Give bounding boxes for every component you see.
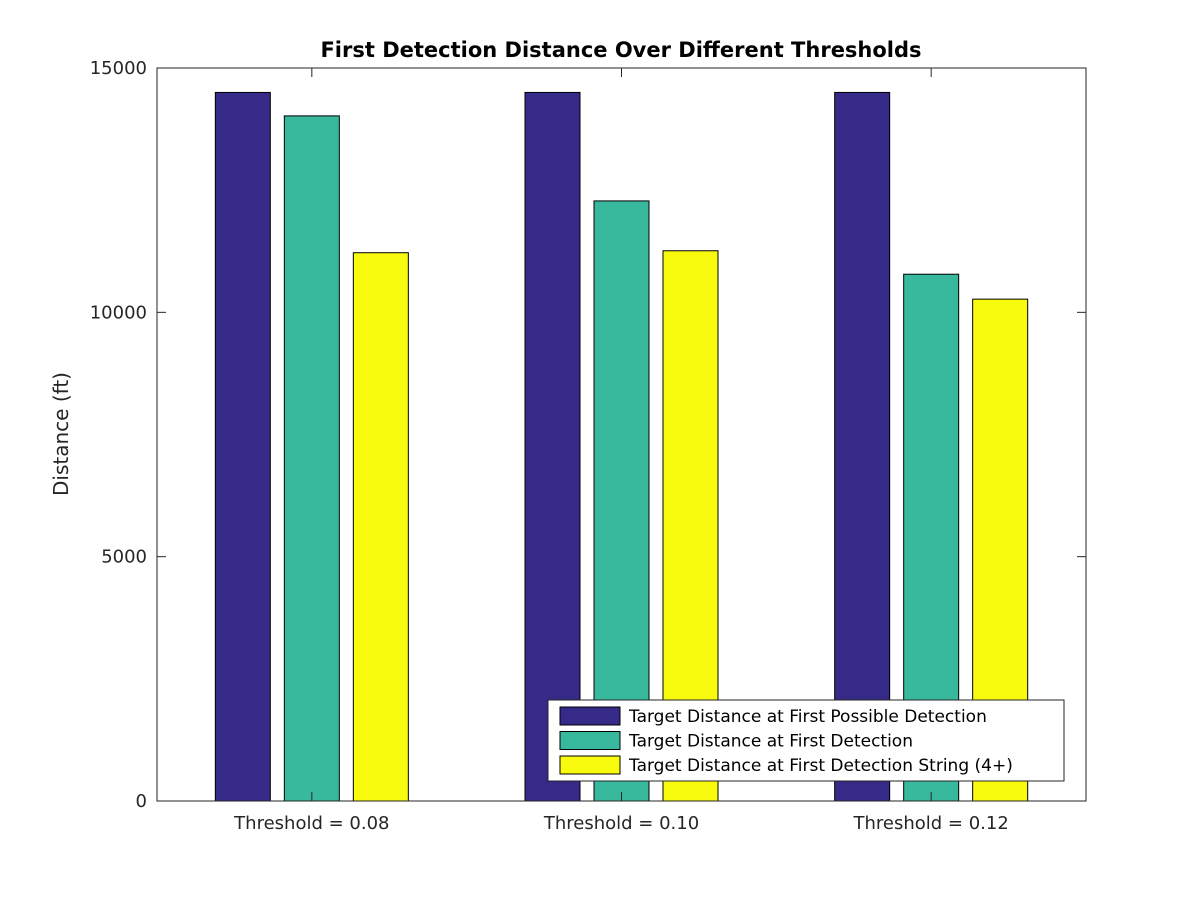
- y-tick-label-0: 0: [136, 791, 147, 812]
- legend-swatch-2: [559, 731, 621, 750]
- y-tick-label-2: 10000: [90, 302, 147, 323]
- bar-3-series-1: [834, 91, 891, 802]
- x-tick-label-1: Threshold = 0.10: [543, 813, 699, 834]
- legend-label-2: Target Distance at First Detection: [628, 732, 913, 752]
- y-axis-label: Distance (ft): [49, 372, 73, 496]
- x-axis: Threshold = 0.08 Threshold = 0.10 Threshol…: [233, 68, 1009, 834]
- y-tick-label-3: 15000: [90, 58, 147, 79]
- bar-1-series-1: [214, 91, 271, 802]
- y-axis: 0 5000 10000 15000: [90, 58, 1086, 812]
- bar-2-series-1: [524, 91, 581, 802]
- legend-swatch-1: [559, 706, 621, 726]
- legend-box: [547, 699, 1065, 782]
- y-tick-label-1: 5000: [101, 547, 147, 568]
- legend: Target Distance at First Possible Detect…: [547, 699, 1065, 782]
- chart-title: First Detection Distance Over Different …: [320, 38, 921, 62]
- bar-1-series-3: [352, 252, 409, 802]
- legend-label-3: Target Distance at First Detection Strin…: [628, 756, 1013, 776]
- bar-1-series-2: [283, 115, 340, 802]
- legend-swatch-3: [559, 755, 621, 775]
- legend-label-1: Target Distance at First Possible Detect…: [628, 707, 987, 727]
- bars-group: [214, 91, 1029, 802]
- x-tick-label-2: Threshold = 0.12: [853, 813, 1009, 834]
- x-tick-label-0: Threshold = 0.08: [233, 813, 389, 834]
